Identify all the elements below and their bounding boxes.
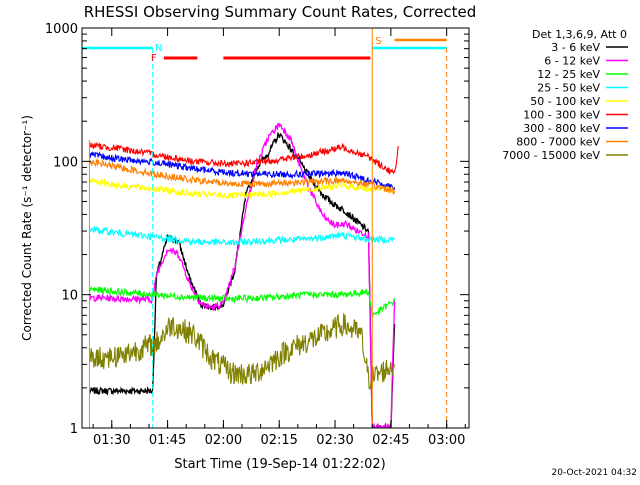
x-tick-label: 02:45 bbox=[372, 433, 409, 448]
x-tick-label: 03:00 bbox=[428, 433, 465, 448]
legend-label: 25 - 50 keV bbox=[537, 82, 600, 95]
x-tick-label: 02:00 bbox=[205, 433, 242, 448]
legend-label: 6 - 12 keV bbox=[544, 55, 600, 68]
y-tick-label: 1000 bbox=[45, 22, 78, 37]
legend-label: 7000 - 15000 keV bbox=[502, 149, 600, 162]
plot-layer: NF S bbox=[82, 28, 448, 428]
series-line-5 bbox=[88, 177, 396, 201]
plot-frame bbox=[81, 27, 470, 429]
x-tick-label: 02:30 bbox=[316, 433, 353, 448]
x-tick-label: 01:30 bbox=[93, 433, 130, 448]
y-axis-label: Corrected Count Rate (s⁻¹ detector⁻¹) bbox=[20, 115, 34, 341]
series-line-6 bbox=[88, 141, 399, 175]
legend-label: 100 - 300 keV bbox=[523, 109, 600, 122]
legend-label: 300 - 800 keV bbox=[523, 122, 600, 135]
series-group bbox=[88, 122, 399, 428]
x-tick-label: 01:45 bbox=[149, 433, 186, 448]
annotation-s: S bbox=[375, 36, 381, 47]
series-line-8 bbox=[88, 157, 396, 195]
x-tick-label: 02:15 bbox=[260, 433, 297, 448]
footer-date: 20-Oct-2021 04:32 bbox=[552, 468, 637, 478]
tick-layer: 01:30 01:45 02:00 02:15 02:30 02:45 03:00 1 10 10… bbox=[45, 22, 469, 448]
legend-label: 50 - 100 keV bbox=[530, 95, 600, 108]
series-line-2 bbox=[88, 122, 396, 428]
annotation-n: N bbox=[155, 43, 162, 54]
x-axis-label: Start Time (19-Sep-14 01:22:02) bbox=[174, 457, 385, 472]
series-line-9 bbox=[88, 313, 396, 390]
legend-label: 12 - 25 keV bbox=[537, 68, 600, 81]
y-tick-label: 1 bbox=[70, 422, 78, 437]
series-line-3 bbox=[88, 285, 396, 318]
chart-title: RHESSI Observing Summary Count Rates, Co… bbox=[84, 3, 477, 21]
y-tick-label: 100 bbox=[53, 155, 78, 170]
series-line-4 bbox=[88, 225, 396, 247]
y-tick-label: 10 bbox=[61, 289, 78, 304]
annotation-f: F bbox=[151, 53, 157, 64]
series-line-1 bbox=[88, 131, 396, 428]
series-line-7 bbox=[88, 150, 396, 191]
legend-label: 3 - 6 keV bbox=[551, 41, 600, 54]
legend-header: Det 1,3,6,9, Att 0 bbox=[532, 28, 627, 41]
legend-label: 800 - 7000 keV bbox=[516, 136, 600, 149]
